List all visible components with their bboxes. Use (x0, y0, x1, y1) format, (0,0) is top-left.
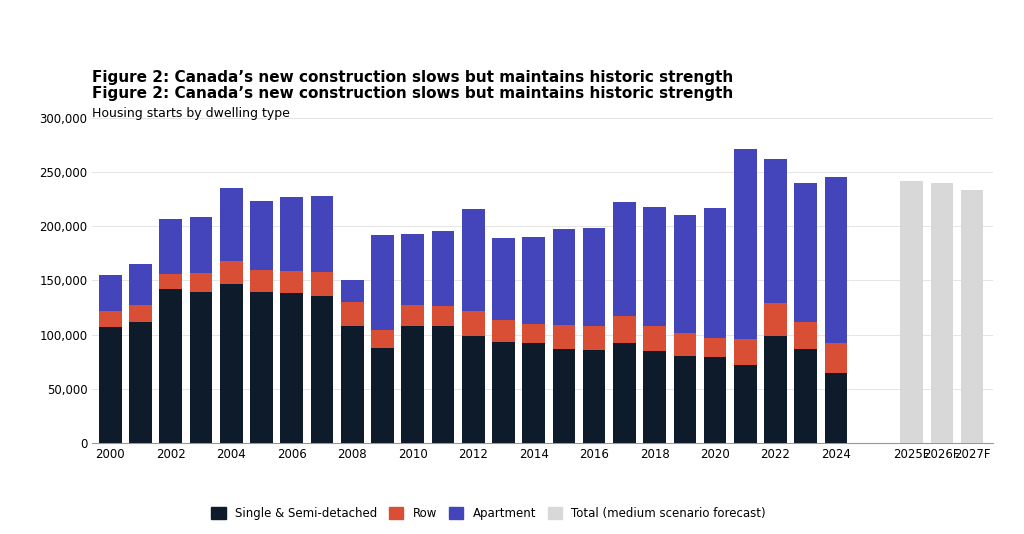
Bar (674, 356, 696, 443)
Bar (250, 293, 272, 443)
Bar (401, 305, 424, 326)
Bar (250, 270, 272, 293)
Text: Figure 2: Canada’s new construction slows but maintains historic strength: Figure 2: Canada’s new construction slow… (92, 70, 733, 85)
Bar (643, 351, 666, 443)
Bar (160, 218, 182, 274)
Bar (824, 343, 848, 373)
Bar (583, 326, 605, 350)
Legend: Single & Semi-detached, Row, Apartment, Total (medium scenario forecast): Single & Semi-detached, Row, Apartment, … (207, 502, 771, 525)
Bar (189, 217, 212, 273)
Bar (931, 183, 953, 443)
Bar (189, 273, 212, 293)
Bar (493, 319, 515, 342)
Bar (795, 183, 817, 321)
Text: Figure 2: Canada’s new construction slows but maintains historic strength: Figure 2: Canada’s new construction slow… (92, 87, 733, 101)
Bar (553, 230, 575, 325)
Bar (462, 209, 484, 311)
Bar (643, 326, 666, 351)
Bar (764, 303, 786, 336)
Bar (613, 202, 636, 316)
Bar (220, 188, 243, 261)
Bar (522, 343, 545, 443)
Bar (824, 373, 848, 443)
Bar (493, 342, 515, 443)
Bar (431, 326, 455, 443)
Bar (220, 284, 243, 443)
Bar (401, 234, 424, 305)
Bar (493, 238, 515, 319)
Bar (462, 336, 484, 443)
Bar (310, 196, 334, 272)
Bar (613, 316, 636, 343)
Bar (764, 159, 786, 303)
Bar (583, 350, 605, 443)
Bar (553, 349, 575, 443)
Bar (220, 261, 243, 284)
Bar (703, 208, 726, 338)
Bar (99, 311, 122, 327)
Bar (522, 237, 545, 324)
Bar (371, 235, 394, 331)
Bar (583, 229, 605, 326)
Bar (99, 327, 122, 443)
Bar (522, 324, 545, 343)
Bar (189, 293, 212, 443)
Bar (129, 264, 152, 305)
Bar (553, 325, 575, 349)
Bar (613, 343, 636, 443)
Bar (160, 289, 182, 443)
Bar (431, 231, 455, 307)
Bar (341, 302, 364, 326)
Bar (310, 272, 334, 296)
Bar (371, 348, 394, 443)
Bar (129, 305, 152, 321)
Bar (462, 311, 484, 336)
Bar (643, 207, 666, 326)
Bar (371, 331, 394, 348)
Bar (824, 177, 848, 343)
Bar (674, 215, 696, 333)
Bar (160, 274, 182, 289)
Bar (250, 201, 272, 270)
Bar (674, 333, 696, 356)
Bar (703, 357, 726, 443)
Bar (900, 180, 923, 443)
Bar (341, 280, 364, 302)
Bar (961, 190, 983, 443)
Bar (281, 271, 303, 294)
Bar (431, 307, 455, 326)
Bar (734, 339, 757, 365)
Bar (310, 296, 334, 443)
Bar (281, 294, 303, 443)
Bar (281, 197, 303, 271)
Bar (795, 321, 817, 349)
Bar (129, 321, 152, 443)
Bar (99, 275, 122, 311)
Bar (764, 336, 786, 443)
Bar (401, 326, 424, 443)
Bar (795, 349, 817, 443)
Bar (341, 326, 364, 443)
Bar (734, 365, 757, 443)
Bar (734, 149, 757, 339)
Bar (703, 338, 726, 357)
Text: Housing starts by dwelling type: Housing starts by dwelling type (92, 107, 290, 120)
